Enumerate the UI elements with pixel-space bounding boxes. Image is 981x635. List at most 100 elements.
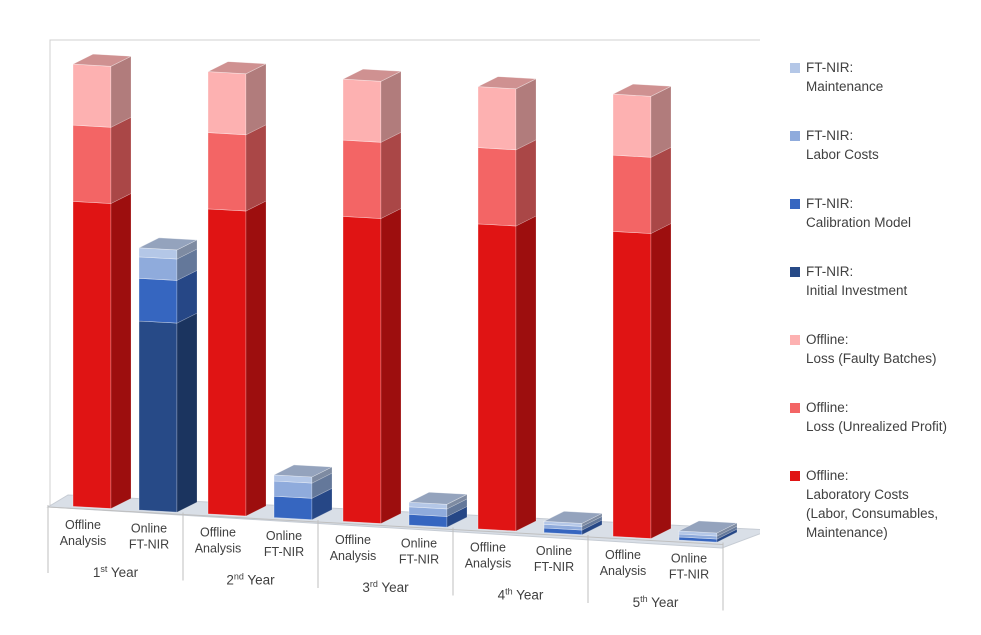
tick-label-1-offline: Offline Analysis bbox=[60, 518, 107, 548]
tick-label-3-offline: Offline Analysis bbox=[330, 533, 377, 563]
legend-item-4: FT-NIR: Initial Investment bbox=[790, 262, 980, 300]
bar-4-offline-top bbox=[476, 76, 538, 90]
bar-5-offline-segment-1 bbox=[612, 223, 672, 539]
bar-2-offline-top bbox=[206, 61, 268, 75]
bar-5-offline-segment-3-front bbox=[612, 93, 652, 158]
tick-label-5-offline: Offline Analysis bbox=[600, 548, 647, 578]
group-label-1: 1st Year bbox=[93, 564, 139, 580]
group-label-2: 2nd Year bbox=[226, 571, 275, 587]
legend-swatch bbox=[790, 63, 800, 73]
legend-label: FT-NIR: bbox=[806, 196, 854, 211]
bar-1-offline-segment-3 bbox=[72, 55, 132, 128]
bar-1-offline-top bbox=[71, 53, 133, 67]
bar-5-offline-top bbox=[611, 83, 673, 97]
legend-item-5: Offline: Loss (Faulty Batches) bbox=[790, 330, 980, 368]
bar-1-online-segment-2-side bbox=[176, 269, 198, 324]
bar-1-offline-segment-2 bbox=[72, 116, 132, 204]
legend-label: FT-NIR: bbox=[806, 60, 854, 75]
bar-2-online-segment-3-side bbox=[311, 472, 333, 499]
bar-1-online-segment-2 bbox=[138, 269, 198, 324]
legend-item-1: FT-NIR: Maintenance bbox=[790, 58, 980, 96]
bar-1-online-segment-1-front bbox=[138, 320, 178, 513]
bar-4-offline-segment-2 bbox=[477, 139, 537, 227]
bar-3-offline-segment-1-front bbox=[342, 216, 382, 524]
bar-5-offline-segment-2-front bbox=[612, 154, 652, 234]
legend-label: Maintenance) bbox=[806, 525, 888, 540]
legend-swatch bbox=[790, 403, 800, 413]
bar-3-offline-segment-2-front bbox=[342, 139, 382, 219]
legend-item-2: FT-NIR: Labor Costs bbox=[790, 126, 980, 164]
bar-4-offline-segment-3 bbox=[477, 78, 537, 151]
bar-2-offline-segment-2-front bbox=[207, 132, 247, 212]
bar-5-online-segment-3 bbox=[678, 525, 738, 540]
bar-1-online-segment-3-front bbox=[138, 256, 178, 281]
bar-layer bbox=[71, 53, 739, 543]
bar-3-online-segment-2-side bbox=[446, 506, 468, 528]
legend-label: Maintenance bbox=[806, 79, 884, 94]
bar-3-offline-segment-2 bbox=[342, 131, 402, 219]
bar-1-online-top bbox=[137, 237, 199, 251]
bar-2-online-segment-3 bbox=[273, 472, 333, 499]
bar-2-offline-segment-2-side bbox=[245, 124, 267, 212]
bar-3-offline-segment-3-front bbox=[342, 78, 382, 143]
group-label-4: 4th Year bbox=[498, 586, 544, 602]
group-label-3: 3rd Year bbox=[362, 579, 409, 595]
bar-3-online-segment-3-side bbox=[446, 498, 468, 517]
bar-1-offline-segment-2-side bbox=[110, 116, 132, 204]
bar-2-online-segment-2-side bbox=[311, 487, 333, 521]
bar-3-offline-segment-1 bbox=[342, 208, 402, 524]
legend-swatch bbox=[790, 471, 800, 481]
bar-1-offline-segment-3-front bbox=[72, 63, 112, 128]
bar-2-offline-segment-3-side bbox=[245, 63, 267, 136]
bar-3-online-top bbox=[407, 491, 469, 505]
legend-swatch bbox=[790, 267, 800, 277]
tick-label-2-online: Online FT-NIR bbox=[264, 529, 304, 559]
bar-5-offline-segment-3 bbox=[612, 85, 672, 158]
legend-label: Initial Investment bbox=[806, 283, 908, 298]
bar-2-online-segment-2-front bbox=[273, 495, 313, 521]
legend-label: Labor Costs bbox=[806, 147, 879, 162]
tick-label-3-online: Online FT-NIR bbox=[399, 537, 439, 567]
bar-4-offline-segment-1 bbox=[477, 215, 537, 532]
tick-label-2-offline: Offline Analysis bbox=[195, 525, 242, 555]
bar-3-offline-segment-2-side bbox=[380, 131, 402, 219]
bar-1-online-segment-1 bbox=[138, 312, 198, 513]
stacked-3d-bar-chart: Offline Analysis Online FT-NIR 1st Year Offli… bbox=[46, 39, 760, 611]
bar-5-offline-segment-2 bbox=[612, 146, 672, 234]
axis-line bbox=[47, 506, 724, 545]
tick-label-4-offline: Offline Analysis bbox=[465, 540, 512, 570]
legend-label: Loss (Faulty Batches) bbox=[806, 351, 937, 366]
bar-2-offline-segment-2 bbox=[207, 124, 267, 212]
legend-swatch bbox=[790, 335, 800, 345]
bar-4-offline-segment-3-front bbox=[477, 86, 517, 151]
bar-1-offline-segment-1 bbox=[72, 193, 132, 509]
bar-4-offline-segment-1-front bbox=[477, 223, 517, 532]
legend-label: Loss (Unrealized Profit) bbox=[806, 419, 948, 434]
legend-label: Offline: bbox=[806, 332, 849, 347]
bar-2-online-segment-3-front bbox=[273, 480, 313, 499]
bar-1-online-segment-2-front bbox=[138, 277, 178, 324]
bar-4-offline-segment-3-side bbox=[515, 78, 537, 151]
bar-5-offline-segment-3-side bbox=[650, 85, 672, 158]
bar-3-offline-segment-3 bbox=[342, 70, 402, 143]
legend-label: (Labor, Consumables, bbox=[806, 506, 939, 521]
bar-2-offline-segment-1 bbox=[207, 200, 267, 517]
tick-label-5-online: Online FT-NIR bbox=[669, 552, 709, 582]
bar-1-online-segment-4 bbox=[138, 239, 198, 260]
legend: FT-NIR: Maintenance FT-NIR: Labor Costs FT-N… bbox=[790, 58, 980, 572]
legend-label: Calibration Model bbox=[806, 215, 912, 230]
bar-2-online-top bbox=[272, 464, 334, 478]
bar-3-offline-top bbox=[341, 68, 403, 82]
legend-swatch bbox=[790, 199, 800, 209]
bar-4-online-top bbox=[542, 510, 604, 524]
legend-label: Laboratory Costs bbox=[806, 487, 909, 502]
bar-2-offline-segment-3 bbox=[207, 63, 267, 136]
bar-5-offline-segment-1-front bbox=[612, 231, 652, 539]
bar-3-online-segment-2 bbox=[408, 506, 468, 528]
category-axis: Offline Analysis Online FT-NIR 1st Year Offli… bbox=[47, 505, 724, 611]
tick-label-4-online: Online FT-NIR bbox=[534, 544, 574, 574]
bar-2-offline-segment-1-side bbox=[245, 200, 267, 517]
bar-5-online-top bbox=[677, 520, 739, 534]
bar-5-offline-segment-1-side bbox=[650, 223, 672, 539]
bar-2-offline-segment-1-front bbox=[207, 208, 247, 517]
